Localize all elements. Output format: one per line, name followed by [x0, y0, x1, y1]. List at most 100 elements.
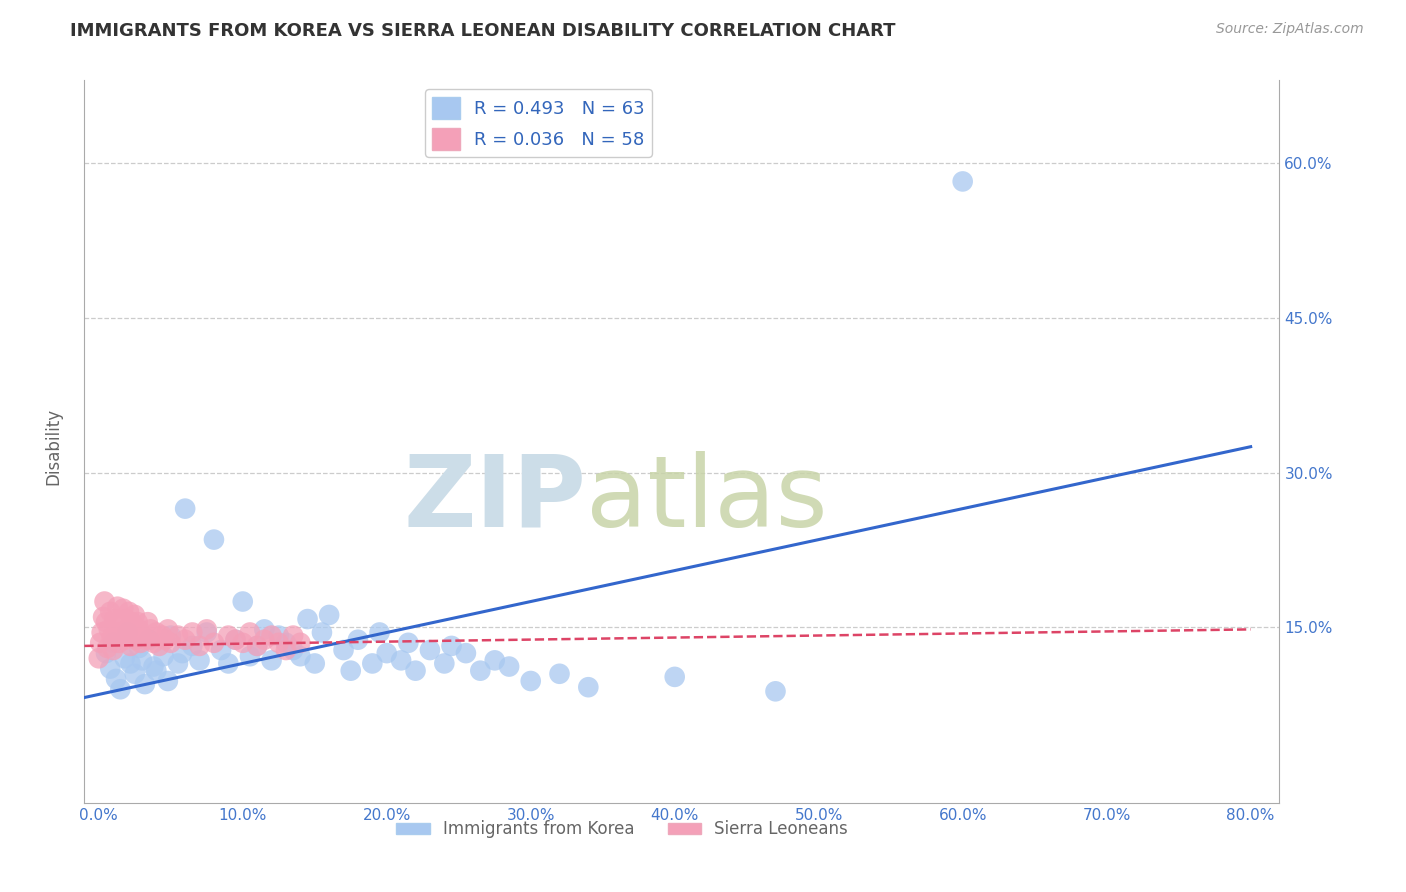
Point	[195, 623, 218, 637]
Point	[107, 599, 129, 614]
Point	[94, 615, 117, 630]
Point	[117, 623, 139, 637]
Point	[389, 653, 412, 667]
Point	[89, 636, 111, 650]
Text: Disability: Disability	[45, 408, 62, 484]
Point	[195, 625, 218, 640]
Point	[318, 607, 340, 622]
Point	[96, 640, 118, 655]
Point	[142, 659, 165, 673]
Point	[159, 636, 181, 650]
Point	[172, 646, 194, 660]
Point	[188, 653, 211, 667]
Point	[253, 623, 276, 637]
Point	[87, 651, 110, 665]
Point	[202, 636, 225, 650]
Text: atlas: atlas	[586, 450, 828, 548]
Point	[131, 629, 153, 643]
Point	[131, 653, 153, 667]
Point	[120, 657, 142, 671]
Point	[253, 632, 276, 647]
Point	[145, 625, 167, 640]
Point	[209, 643, 232, 657]
Point	[104, 612, 127, 626]
Point	[156, 623, 179, 637]
Point	[290, 636, 312, 650]
Text: IMMIGRANTS FROM KOREA VS SIERRA LEONEAN DISABILITY CORRELATION CHART: IMMIGRANTS FROM KOREA VS SIERRA LEONEAN …	[70, 22, 896, 40]
Point	[433, 657, 456, 671]
Point	[90, 625, 112, 640]
Legend: Immigrants from Korea, Sierra Leoneans: Immigrants from Korea, Sierra Leoneans	[389, 814, 855, 845]
Point	[375, 646, 398, 660]
Point	[952, 174, 974, 188]
Point	[150, 629, 173, 643]
Point	[267, 636, 290, 650]
Text: Source: ZipAtlas.com: Source: ZipAtlas.com	[1216, 22, 1364, 37]
Point	[114, 651, 136, 665]
Point	[142, 636, 165, 650]
Point	[125, 632, 148, 647]
Point	[332, 643, 354, 657]
Point	[128, 640, 150, 655]
Point	[174, 632, 197, 647]
Point	[110, 615, 132, 630]
Point	[134, 677, 156, 691]
Point	[112, 601, 135, 615]
Point	[97, 623, 120, 637]
Point	[281, 643, 304, 657]
Point	[98, 605, 121, 619]
Point	[115, 612, 138, 626]
Point	[217, 657, 239, 671]
Point	[129, 636, 152, 650]
Point	[111, 629, 134, 643]
Point	[117, 625, 139, 640]
Point	[136, 615, 159, 630]
Point	[405, 664, 427, 678]
Point	[93, 594, 115, 608]
Point	[94, 646, 117, 660]
Point	[232, 594, 254, 608]
Point	[239, 625, 262, 640]
Point	[440, 639, 463, 653]
Point	[121, 615, 143, 630]
Point	[128, 623, 150, 637]
Point	[153, 632, 176, 647]
Point	[246, 639, 269, 653]
Point	[101, 643, 124, 657]
Point	[118, 605, 141, 619]
Point	[217, 629, 239, 643]
Point	[274, 643, 297, 657]
Point	[225, 632, 247, 647]
Point	[664, 670, 686, 684]
Point	[519, 673, 541, 688]
Point	[347, 632, 370, 647]
Point	[311, 625, 333, 640]
Point	[368, 625, 391, 640]
Point	[114, 632, 136, 647]
Point	[239, 649, 262, 664]
Point	[498, 659, 520, 673]
Point	[246, 639, 269, 653]
Point	[152, 649, 174, 664]
Point	[91, 610, 114, 624]
Point	[576, 680, 599, 694]
Point	[148, 639, 170, 653]
Point	[127, 615, 149, 630]
Point	[105, 672, 128, 686]
Point	[260, 629, 283, 643]
Point	[419, 643, 441, 657]
Point	[274, 636, 297, 650]
Point	[188, 639, 211, 653]
Point	[181, 625, 204, 640]
Point	[139, 623, 162, 637]
Point	[110, 682, 132, 697]
Point	[281, 629, 304, 643]
Point	[122, 625, 145, 640]
Point	[765, 684, 787, 698]
Point	[484, 653, 506, 667]
Point	[159, 629, 181, 643]
Point	[120, 639, 142, 653]
Point	[124, 607, 146, 622]
Point	[138, 632, 160, 647]
Point	[202, 533, 225, 547]
